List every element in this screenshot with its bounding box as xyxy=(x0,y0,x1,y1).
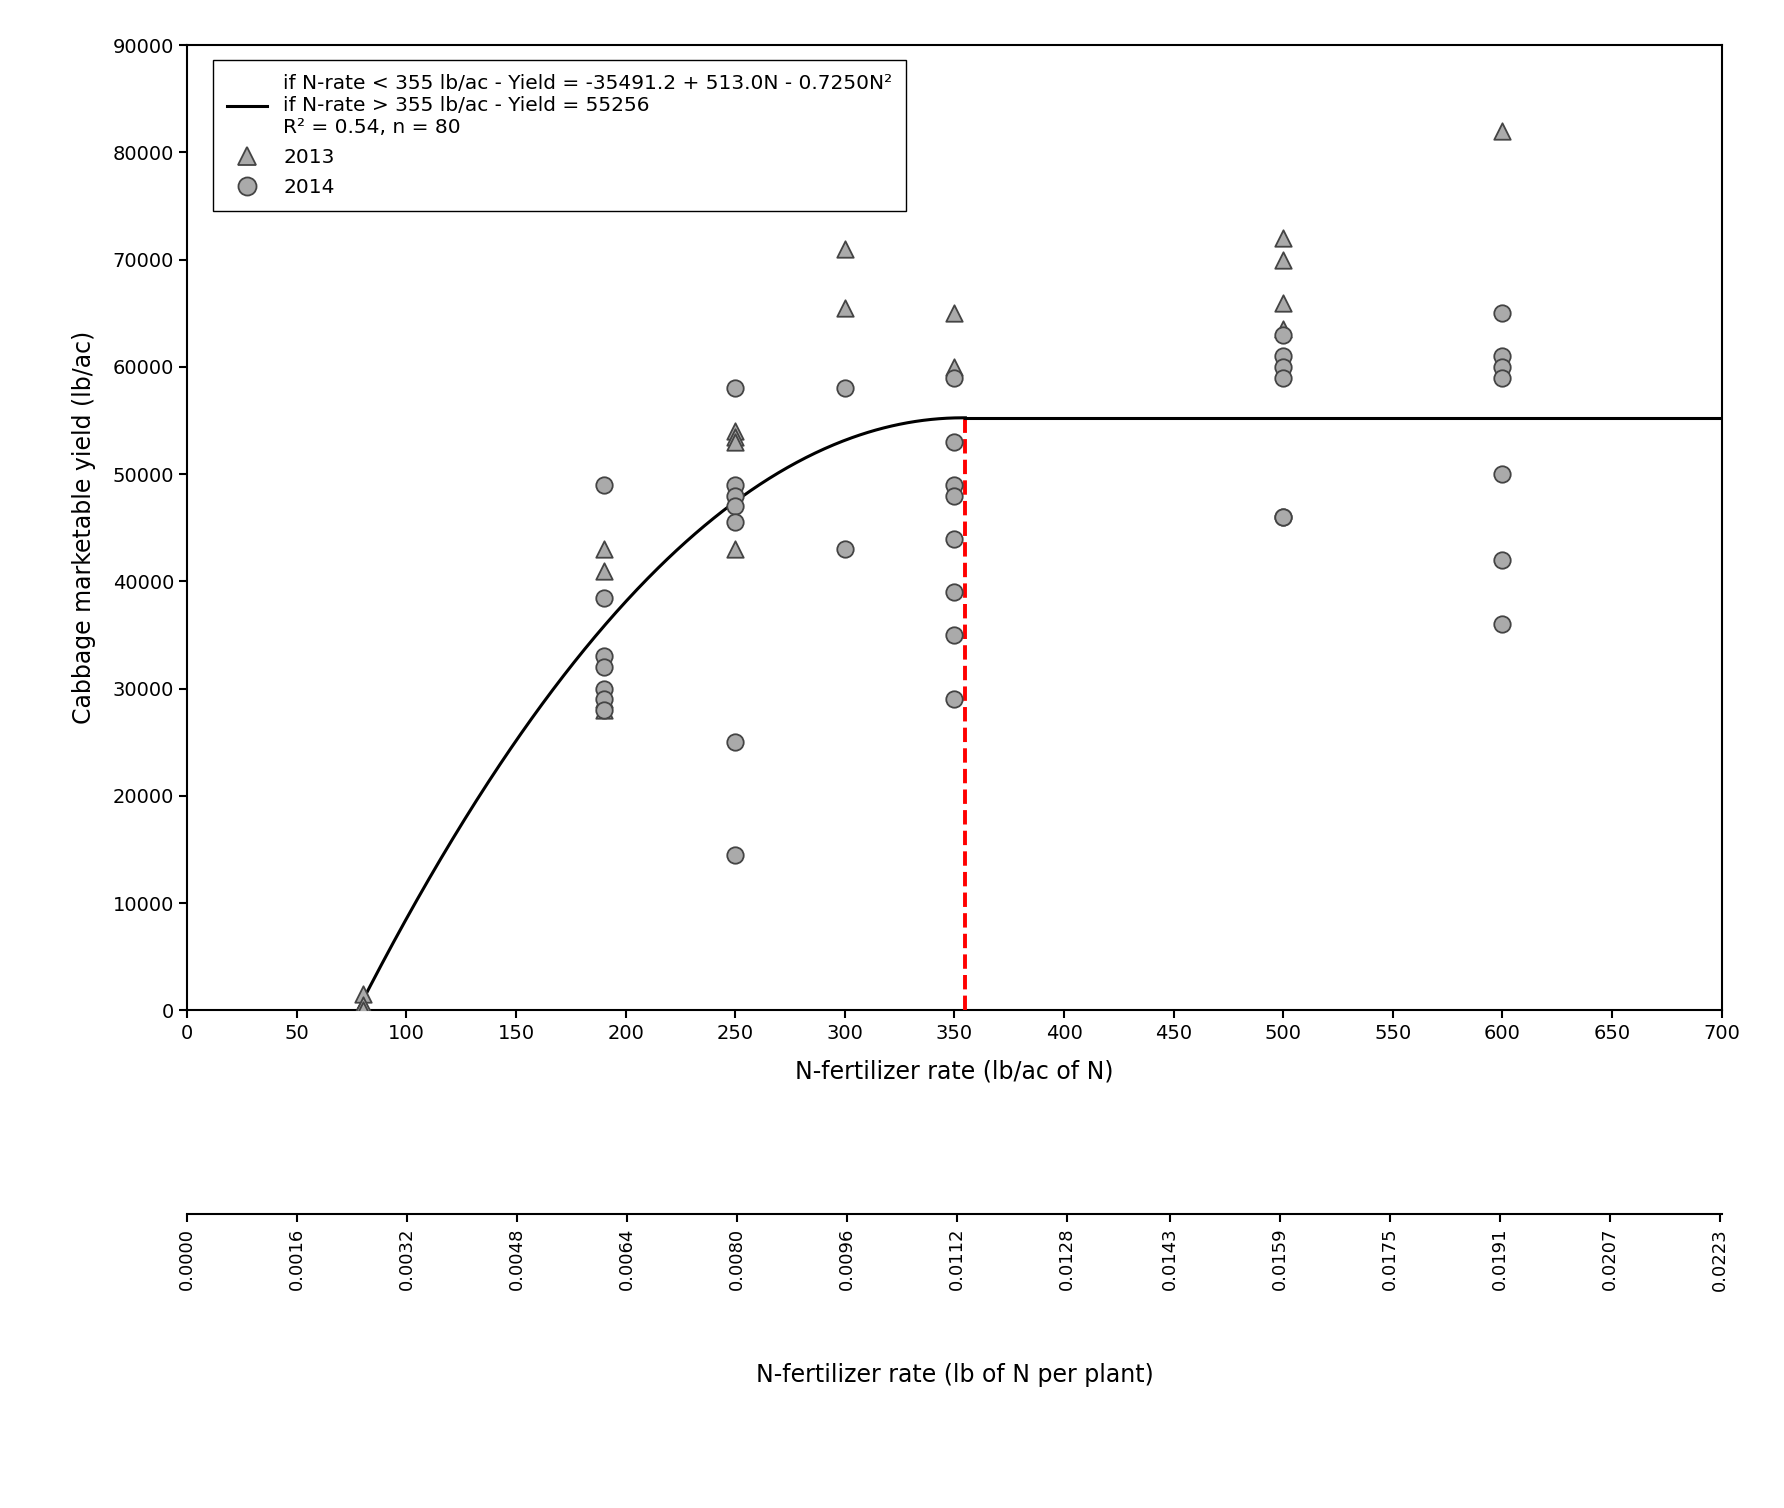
Point xyxy=(940,354,969,379)
Point xyxy=(940,623,969,647)
Point xyxy=(940,430,969,454)
Point xyxy=(589,677,617,701)
Point xyxy=(940,581,969,605)
Point xyxy=(940,526,969,550)
Y-axis label: Cabbage marketable yield (lb/ac): Cabbage marketable yield (lb/ac) xyxy=(71,332,96,724)
Point xyxy=(589,688,617,712)
Point xyxy=(1268,226,1297,250)
Point xyxy=(721,495,749,519)
Point xyxy=(1268,317,1297,341)
Point xyxy=(1268,291,1297,315)
Legend: if N-rate < 355 lb/ac - Yield = -35491.2 + 513.0N - 0.7250N²
if N-rate > 355 lb/: if N-rate < 355 lb/ac - Yield = -35491.2… xyxy=(212,60,906,211)
Point xyxy=(721,843,749,867)
Point xyxy=(831,377,860,401)
X-axis label: N-fertilizer rate (lb/ac of N): N-fertilizer rate (lb/ac of N) xyxy=(796,1059,1113,1083)
Point xyxy=(348,992,376,1016)
Point xyxy=(940,474,969,498)
Point xyxy=(589,585,617,609)
Point xyxy=(1488,354,1516,379)
Point xyxy=(589,698,617,722)
Point xyxy=(831,537,860,561)
Point xyxy=(721,484,749,508)
Point xyxy=(1268,505,1297,529)
Point xyxy=(1488,461,1516,486)
Point xyxy=(1268,323,1297,347)
Point xyxy=(1268,354,1297,379)
Point xyxy=(589,688,617,712)
X-axis label: N-fertilizer rate (lb of N per plant): N-fertilizer rate (lb of N per plant) xyxy=(756,1363,1152,1387)
Point xyxy=(940,688,969,712)
Point xyxy=(1488,119,1516,143)
Point xyxy=(1268,344,1297,368)
Point xyxy=(721,430,749,454)
Point xyxy=(1488,344,1516,368)
Point xyxy=(589,654,617,679)
Point xyxy=(348,982,376,1006)
Point xyxy=(721,730,749,754)
Point xyxy=(589,644,617,668)
Point xyxy=(1268,505,1297,529)
Point xyxy=(721,377,749,401)
Point xyxy=(1488,547,1516,572)
Point xyxy=(589,698,617,722)
Point xyxy=(831,237,860,261)
Point xyxy=(1268,365,1297,389)
Point xyxy=(721,425,749,449)
Point xyxy=(1488,612,1516,636)
Point xyxy=(721,510,749,534)
Point xyxy=(1268,247,1297,271)
Point xyxy=(721,419,749,443)
Point xyxy=(1488,365,1516,389)
Point xyxy=(721,474,749,498)
Point xyxy=(940,484,969,508)
Point xyxy=(348,998,376,1022)
Point xyxy=(589,474,617,498)
Point xyxy=(940,302,969,326)
Point xyxy=(589,558,617,582)
Point xyxy=(1488,302,1516,326)
Point xyxy=(831,296,860,320)
Point xyxy=(940,365,969,389)
Point xyxy=(589,537,617,561)
Point xyxy=(721,537,749,561)
